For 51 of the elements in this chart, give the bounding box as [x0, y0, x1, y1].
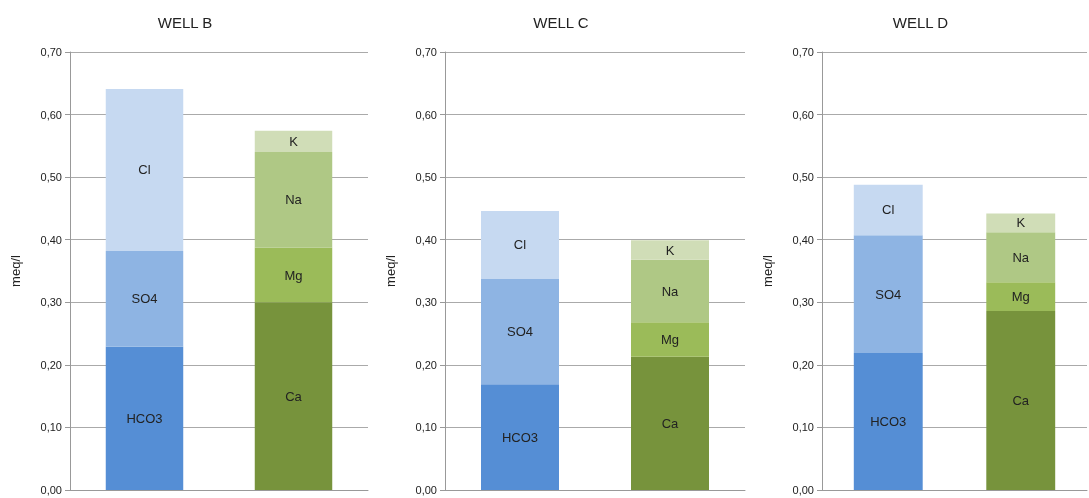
series-label: Cl	[138, 162, 151, 178]
y-tick-label: 0,10	[415, 421, 437, 434]
y-tick-label: 0,60	[40, 108, 62, 121]
y-tick-label: 0,50	[415, 171, 437, 184]
y-tick-label: 0,50	[40, 171, 62, 184]
series-label: Mg	[660, 332, 680, 348]
y-tick-label: 0,30	[40, 296, 62, 309]
y-tick-label: 0,70	[40, 46, 62, 58]
series-label: Mg	[284, 267, 303, 283]
y-axis-title: meq/l	[8, 255, 23, 287]
series-label: HCO3	[870, 413, 907, 429]
y-tick-label: 0,20	[792, 358, 814, 371]
series-label: Ca	[285, 388, 303, 404]
series-label: Cl	[513, 237, 527, 253]
chart-title: WELL D	[892, 14, 949, 31]
y-tick-label: 0,20	[415, 358, 437, 371]
series-label: SO4	[506, 323, 534, 339]
series-label: Na	[285, 192, 303, 208]
y-tick-label: 0,40	[40, 233, 62, 246]
series-label: K	[665, 242, 675, 258]
y-axis-title: meq/l	[383, 255, 398, 287]
series-label: Na	[661, 283, 680, 299]
chart-title: WELL B	[157, 14, 213, 31]
y-tick-label: 0,30	[792, 296, 814, 309]
y-tick-label: 0,40	[792, 233, 814, 246]
y-tick-label: 0,10	[792, 421, 814, 434]
series-label: SO4	[131, 291, 158, 307]
series-label: Mg	[1011, 289, 1030, 305]
series-label: K	[289, 133, 299, 149]
y-tick-label: 0,10	[40, 421, 62, 434]
series-label: Ca	[661, 415, 680, 431]
series-label: Ca	[1012, 393, 1030, 409]
chart-title: WELL C	[533, 14, 589, 31]
y-tick-label: 0,40	[415, 233, 437, 246]
series-label: Na	[1012, 249, 1030, 265]
series-label: K	[1016, 215, 1026, 231]
y-tick-label: 0,60	[415, 108, 437, 121]
series-label: Cl	[882, 202, 895, 218]
y-tick-label: 0,70	[415, 46, 437, 58]
y-tick-label: 0,00	[40, 484, 62, 496]
y-axis-title: meq/l	[760, 255, 775, 287]
y-tick-label: 0,20	[40, 358, 62, 371]
y-tick-label: 0,00	[792, 484, 814, 496]
series-label: SO4	[875, 286, 902, 302]
y-tick-label: 0,00	[415, 484, 437, 496]
y-tick-label: 0,70	[792, 46, 814, 58]
y-tick-label: 0,30	[415, 296, 437, 309]
y-tick-label: 0,50	[792, 171, 814, 184]
y-tick-label: 0,60	[792, 108, 814, 121]
series-label: HCO3	[501, 429, 539, 445]
series-label: HCO3	[126, 410, 163, 426]
